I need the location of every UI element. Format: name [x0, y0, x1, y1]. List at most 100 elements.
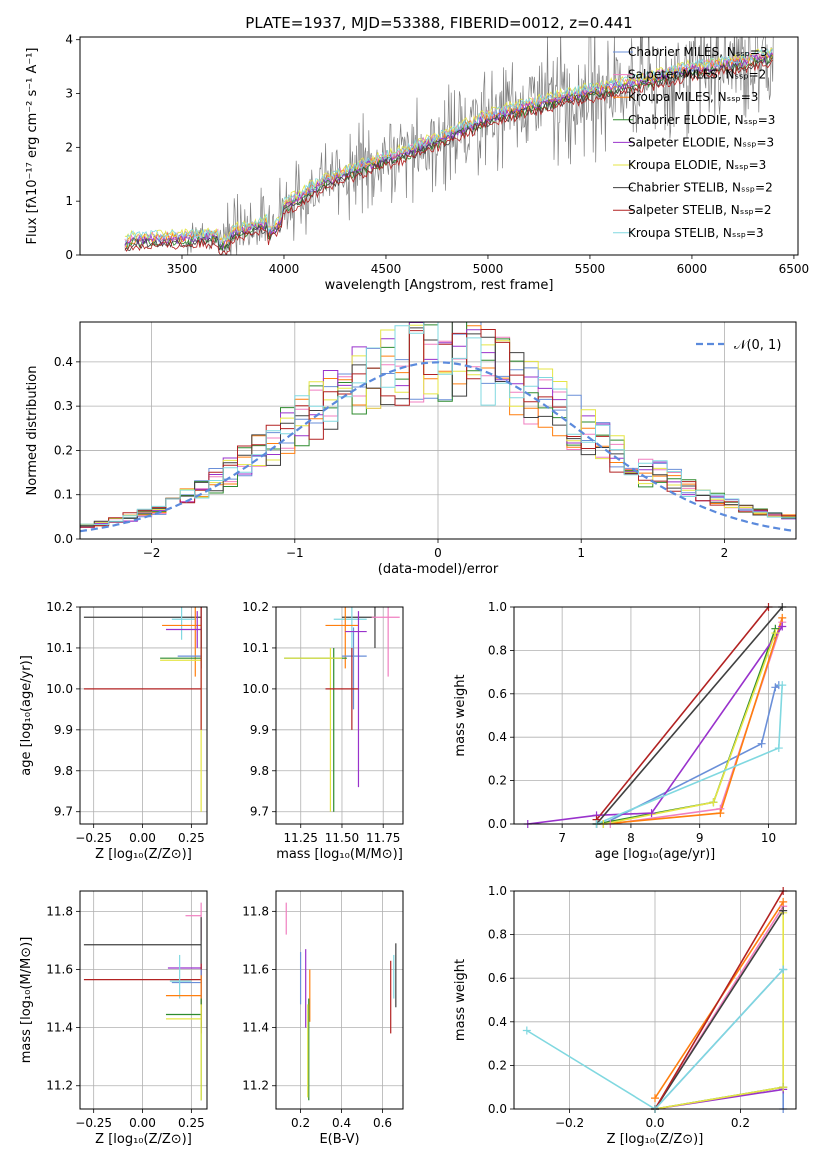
- y-tick-label: 10.1: [46, 641, 73, 655]
- axes-frame: [79, 606, 208, 825]
- x-tick-label: 11.50: [325, 831, 359, 845]
- residuals-plot-area: [80, 322, 796, 539]
- x-tick-label: 7: [558, 831, 566, 845]
- y-tick-label: 0.3: [54, 399, 73, 413]
- weight-marker: [778, 613, 787, 622]
- y-tick-label: 0.0: [54, 532, 73, 546]
- x-tick-label: 0.0: [645, 1116, 664, 1130]
- legend-entry: Salpeter MILES, Nₛₛₚ=2: [628, 68, 766, 82]
- axes-frame: [79, 36, 799, 256]
- y-tick-label: 0.2: [488, 1058, 507, 1072]
- weight-line: [654, 891, 784, 1109]
- y-tick-label: 9.8: [54, 764, 73, 778]
- y-tick-label: 9.9: [54, 723, 73, 737]
- x-tick-label: 0.2: [291, 1116, 310, 1130]
- y-tick-label: 0.4: [488, 1015, 507, 1029]
- y-tick-label: 0.0: [488, 1102, 507, 1116]
- y-tick-label: 11.4: [242, 1021, 269, 1035]
- y-tick-label: 2: [65, 140, 73, 154]
- x-tick-label: −0.2: [555, 1116, 584, 1130]
- x-tick-label: 11.75: [366, 831, 400, 845]
- axes-frame: [79, 321, 797, 540]
- x-axis-label: (data-model)/error: [378, 562, 499, 577]
- x-tick-label: 2: [721, 546, 729, 560]
- y-tick-label: 10.2: [242, 600, 269, 614]
- weight-marker: [716, 809, 725, 818]
- weight-marker: [771, 683, 780, 692]
- axes-frame: [513, 606, 797, 825]
- legend-entry: Salpeter ELODIE, Nₛₛₚ=3: [628, 135, 774, 149]
- y-tick-label: 11.8: [46, 904, 73, 918]
- age-vs-mass-plot-area: [276, 607, 403, 824]
- x-tick-label: 11.25: [284, 831, 318, 845]
- legend-entry: Kroupa ELODIE, Nₛₛₚ=3: [628, 158, 766, 172]
- y-tick-label: 9.7: [250, 805, 269, 819]
- x-tick-label: 6500: [779, 262, 810, 276]
- model-spectrum-line: [124, 59, 774, 255]
- y-tick-label: 9.9: [250, 723, 269, 737]
- y-axis-label: mass [log₁₀(M/M⊙)]: [19, 937, 34, 1064]
- gaussian-curve: [80, 361, 794, 533]
- y-tick-label: 0.1: [54, 488, 73, 502]
- weight-marker: [771, 629, 780, 638]
- weight-marker: [779, 897, 788, 906]
- x-tick-label: 0.25: [178, 831, 205, 845]
- x-axis-label: age [log₁₀(age/yr)]: [595, 847, 716, 862]
- weight-line: [595, 607, 770, 821]
- y-tick-label: 4: [65, 33, 73, 47]
- y-tick-label: 10.2: [46, 600, 73, 614]
- y-axis-label: mass weight: [453, 674, 468, 756]
- x-axis-label: Z [log₁₀(Z/Z⊙)]: [607, 1132, 704, 1147]
- x-tick-label: 4000: [269, 262, 300, 276]
- weight-line: [610, 621, 783, 824]
- chart-title: PLATE=1937, MJD=53388, FIBERID=0012, z=0…: [245, 14, 632, 32]
- x-tick-label: 0: [434, 546, 442, 560]
- y-tick-label: 0.2: [488, 774, 507, 788]
- weight-vs-Z-plot-area: [514, 891, 796, 1109]
- x-tick-label: 0.2: [731, 1116, 750, 1130]
- y-tick-label: 10.0: [46, 682, 73, 696]
- x-tick-label: 5000: [473, 262, 504, 276]
- y-tick-label: 1: [65, 194, 73, 208]
- y-tick-label: 10.0: [242, 682, 269, 696]
- y-tick-label: 10.1: [242, 641, 269, 655]
- weight-marker: [522, 1026, 531, 1035]
- axes-frame: [275, 606, 404, 825]
- weight-marker: [757, 739, 766, 748]
- y-tick-label: 11.6: [242, 962, 269, 976]
- x-tick-label: 0.00: [129, 831, 156, 845]
- x-tick-label: 0.4: [332, 1116, 351, 1130]
- weight-marker: [778, 681, 787, 690]
- age-vs-Z-plot-area: [80, 607, 207, 824]
- x-axis-label: mass [log₁₀(M/M⊙)]: [276, 847, 403, 862]
- x-tick-label: −2: [143, 546, 161, 560]
- x-tick-label: 8: [627, 831, 635, 845]
- x-tick-label: 0.6: [373, 1116, 392, 1130]
- y-tick-label: 0.0: [488, 817, 507, 831]
- x-tick-label: 9: [696, 831, 704, 845]
- mass-vs-Z-plot-area: [80, 891, 207, 1109]
- weight-marker: [651, 1094, 659, 1103]
- weight-line: [654, 910, 784, 1109]
- weight-marker: [778, 622, 787, 631]
- axes-frame: [79, 890, 208, 1110]
- weight-marker: [774, 744, 783, 753]
- x-tick-label: 0.25: [178, 1116, 205, 1130]
- mass-vs-ebv-plot-area: [276, 891, 403, 1109]
- y-tick-label: 11.2: [46, 1079, 73, 1093]
- x-axis-label: Z [log₁₀(Z/Z⊙)]: [95, 1132, 192, 1147]
- y-tick-label: 9.7: [54, 805, 73, 819]
- axes-frame: [275, 890, 404, 1110]
- y-tick-label: 11.4: [46, 1021, 73, 1035]
- model-spectrum-line: [124, 48, 774, 245]
- y-tick-label: 1.0: [488, 600, 507, 614]
- weight-marker: [709, 798, 718, 807]
- legend-entry: Chabrier MILES, Nₛₛₚ=3: [628, 45, 768, 59]
- y-tick-label: 11.6: [46, 962, 73, 976]
- spectrum-plot-area: [124, 37, 774, 255]
- legend-entry: 𝒩(0, 1): [734, 338, 781, 353]
- y-axis-label: Normed distribution: [25, 366, 40, 496]
- y-tick-label: 0.4: [54, 355, 73, 369]
- legend-entry: Chabrier STELIB, Nₛₛₚ=2: [628, 181, 773, 195]
